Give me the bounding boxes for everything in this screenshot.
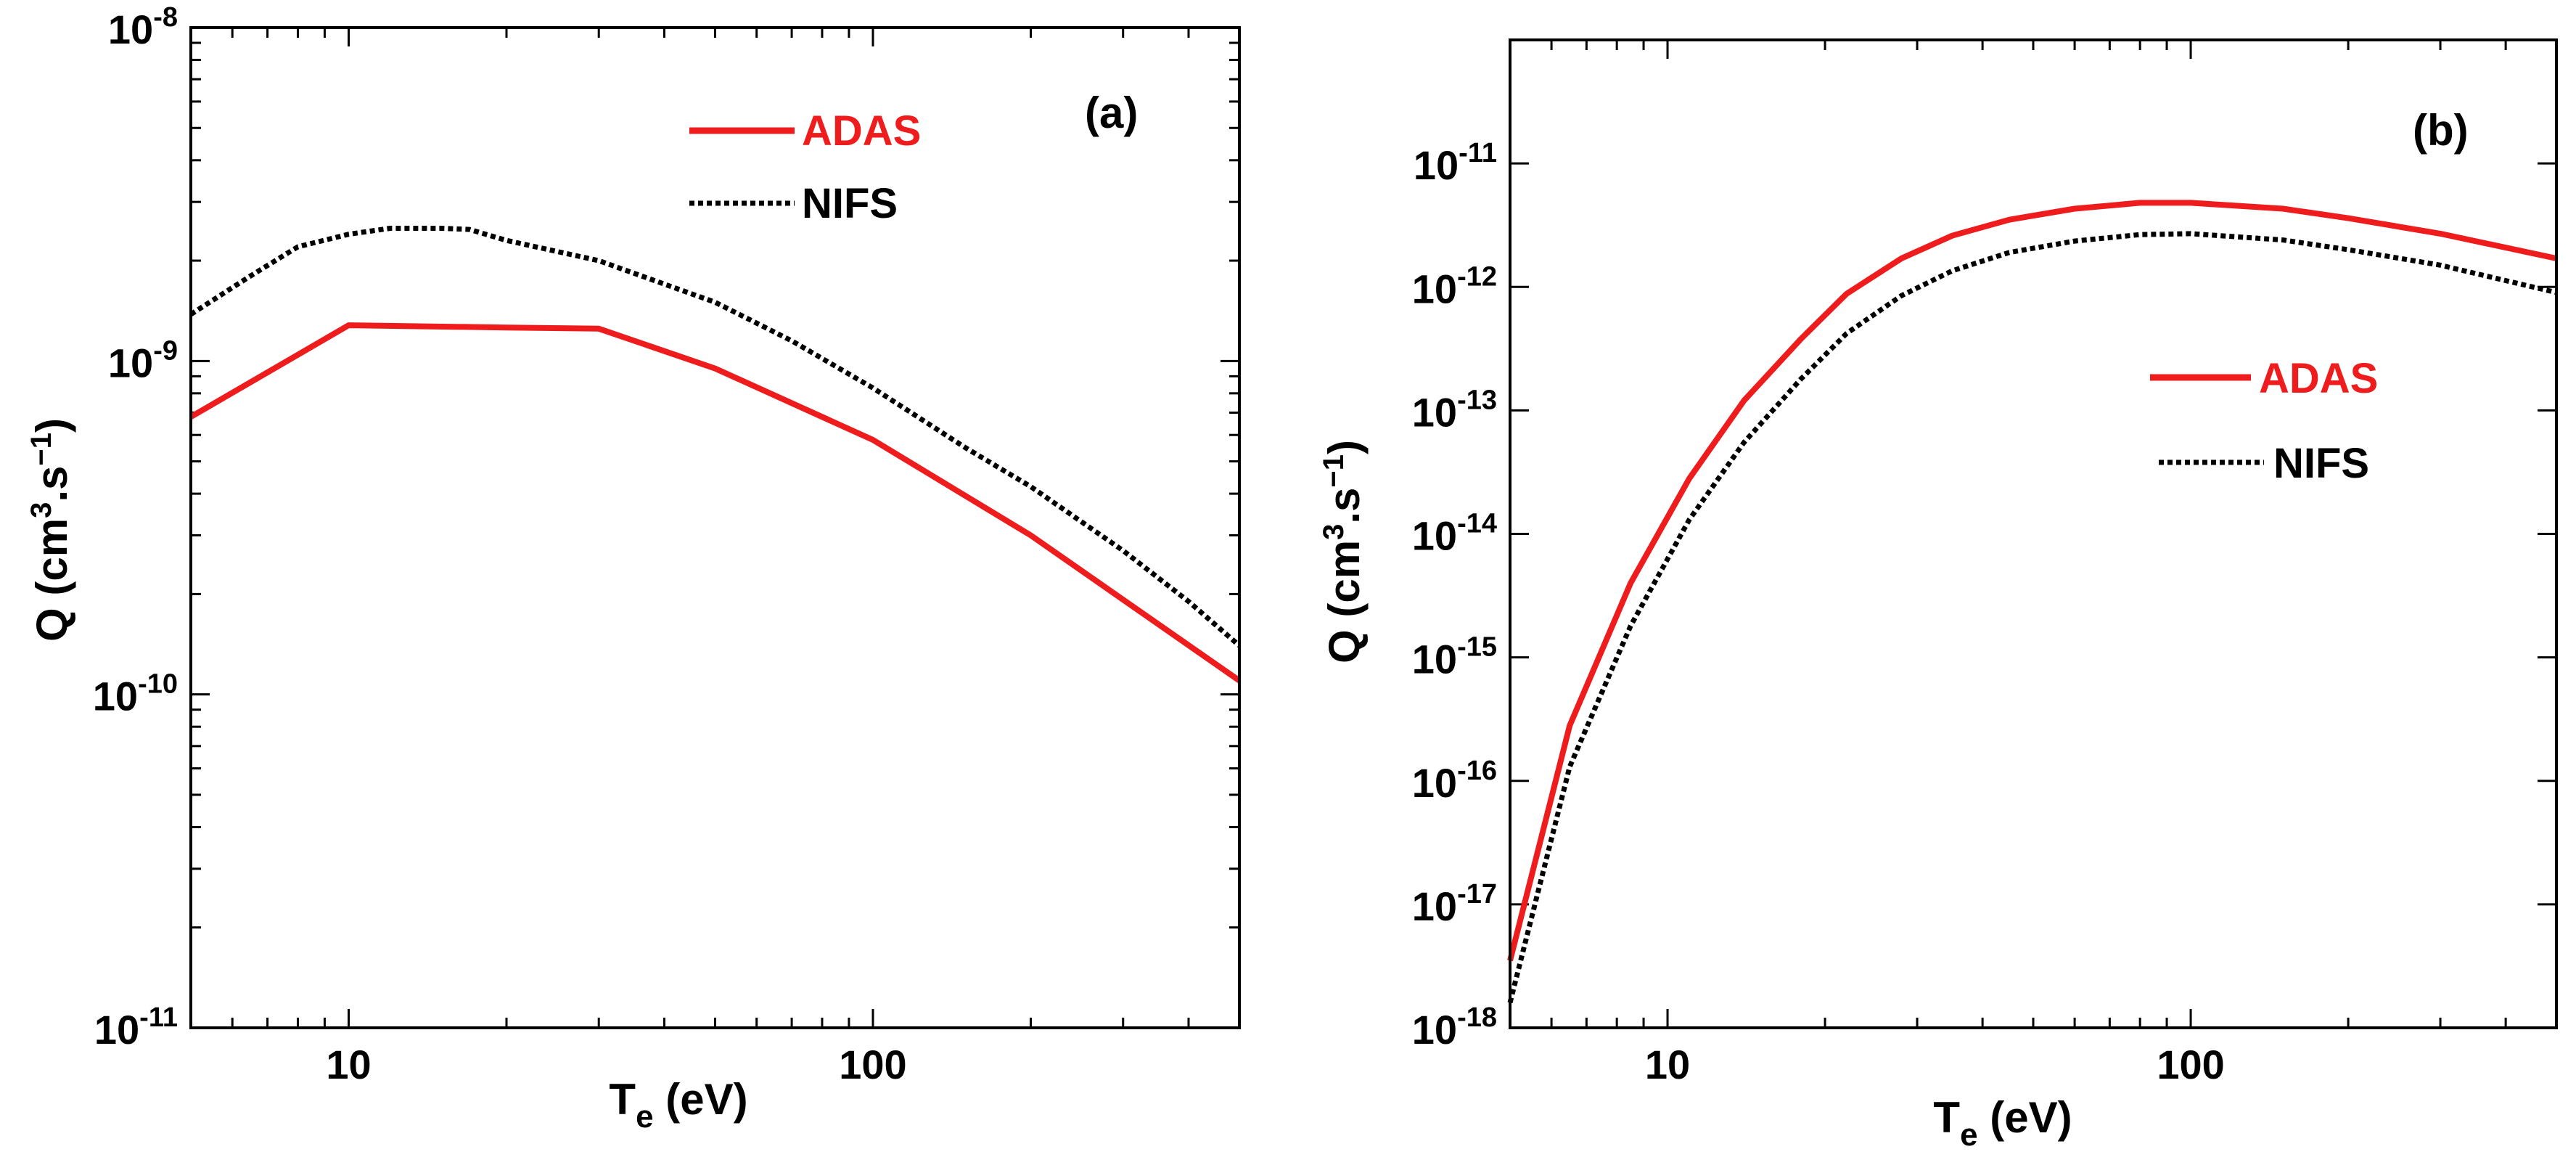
panel-a-legend-nifs-label: NIFS	[802, 180, 898, 227]
panel-a-y-axis-label-sup1: 3	[25, 502, 57, 518]
panel-b-legend: ADAS NIFS	[2150, 355, 2378, 487]
panel-b-ticks	[1509, 38, 2558, 1029]
panel-a-x-tick-label: 100	[839, 1042, 906, 1087]
panel-b-y-axis-label: Q (cm3.s−1)	[1318, 440, 1369, 663]
panel-b-x-axis-label-unit: (eV)	[1978, 1093, 2072, 1142]
panel-b-y-tick-label: 10-14	[1412, 509, 1497, 559]
panel-a-y-tick-label: 10-11	[94, 1002, 178, 1053]
panel-b-y-tick-label: 10-13	[1412, 385, 1497, 435]
panel-a-legend: ADAS NIFS	[689, 107, 921, 227]
panel-b-y-axis-label-sup1: 3	[1318, 524, 1350, 540]
panel-b-y-tick-label: 10-16	[1412, 756, 1497, 806]
panel-b-y-axis-label-sup2: −1	[1318, 454, 1350, 488]
panel-a-x-axis-label: Te (eV)	[609, 1075, 747, 1135]
panel-b-series	[1507, 200, 2557, 1004]
panel-b-y-tick-label: 10-17	[1412, 879, 1497, 929]
panel-a-y-tick-label: 10-8	[108, 2, 178, 52]
panel-b-x-tick-label: 10	[1645, 1042, 1690, 1087]
panel-a-y-axis-label-pre: Q (cm	[28, 518, 76, 642]
panel-a-x-axis-label-unit: (eV)	[654, 1075, 748, 1124]
panel-a-x-tick-label: 10	[326, 1042, 371, 1087]
panel-b-label: (b)	[2413, 106, 2469, 155]
panel-a-y-tick-label: 10-10	[93, 669, 178, 719]
panel-b-y-axis-label-pre: Q (cm	[1320, 540, 1369, 663]
panel-a-y-axis-label-post: )	[28, 418, 76, 433]
panel-a-y-tick-label: 10-9	[108, 335, 178, 385]
panel-b-y-axis-label-post: )	[1320, 440, 1369, 454]
panel-a-x-axis-label-sub: e	[636, 1099, 653, 1135]
panel-b-plot-frame	[1509, 38, 2558, 1029]
panel-a-y-axis-label: Q (cm3.s−1)	[25, 418, 76, 642]
panel-a-x-tick-labels: 10 100	[326, 1042, 906, 1087]
panel-b-y-tick-label: 10-18	[1412, 1002, 1497, 1053]
panel-b: 10-11 10-12 10-13 10-14 10-15 10-16 10-17 10-18…	[1318, 38, 2558, 1153]
panel-b-y-tick-labels: 10-11 10-12 10-13 10-14 10-15 10-16 10-17 10-18	[1412, 138, 1497, 1053]
panel-a-x-axis-label-main: T	[609, 1075, 636, 1124]
panel-a-series	[189, 226, 1242, 683]
panel-a-y-tick-labels: 10-8 10-9 10-10 10-11	[93, 2, 178, 1053]
panel-b-y-tick-label: 10-12	[1412, 261, 1497, 311]
panel-a: 10-8 10-9 10-10 10-11 10 100 Te (eV) Q (cm3.…	[25, 2, 1242, 1135]
panel-a-label: (a)	[1085, 89, 1138, 137]
panel-b-y-tick-label: 10-11	[1414, 138, 1497, 188]
panel-b-x-axis-label-main: T	[1933, 1093, 1960, 1142]
panel-b-series-nifs-line	[1507, 231, 2557, 1004]
panel-b-x-axis-label: Te (eV)	[1933, 1093, 2072, 1153]
panel-a-series-nifs-line	[189, 226, 1242, 648]
panel-b-x-tick-label: 100	[2157, 1042, 2224, 1087]
panel-a-legend-adas-label: ADAS	[802, 107, 921, 155]
panel-a-y-axis-label-mid: .s	[28, 466, 76, 502]
panel-a-plot-frame	[189, 26, 1241, 1029]
panel-a-series-adas-line	[189, 322, 1242, 683]
panel-a-y-axis-label-sup2: −1	[25, 433, 57, 466]
panel-b-legend-adas-label: ADAS	[2259, 355, 2378, 402]
panel-b-x-axis-label-sub: e	[1960, 1117, 1977, 1153]
panel-b-x-tick-labels: 10 100	[1645, 1042, 2225, 1087]
panel-b-series-adas-line	[1507, 200, 2557, 962]
panel-b-y-tick-label: 10-15	[1412, 632, 1497, 682]
panel-b-legend-nifs-label: NIFS	[2273, 440, 2369, 487]
panel-a-ticks	[189, 26, 1241, 1029]
panel-b-y-axis-label-mid: .s	[1320, 488, 1369, 524]
